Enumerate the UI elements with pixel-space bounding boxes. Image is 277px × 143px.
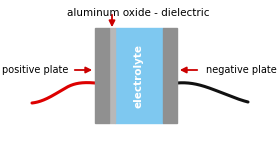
Text: negative plate: negative plate <box>206 65 277 75</box>
Bar <box>95 28 109 123</box>
Text: electrolyte: electrolyte <box>134 43 144 108</box>
Text: positive plate: positive plate <box>2 65 68 75</box>
Bar <box>115 28 163 123</box>
Bar <box>109 28 115 123</box>
Bar <box>163 28 177 123</box>
Text: aluminum oxide - dielectric: aluminum oxide - dielectric <box>67 8 210 18</box>
